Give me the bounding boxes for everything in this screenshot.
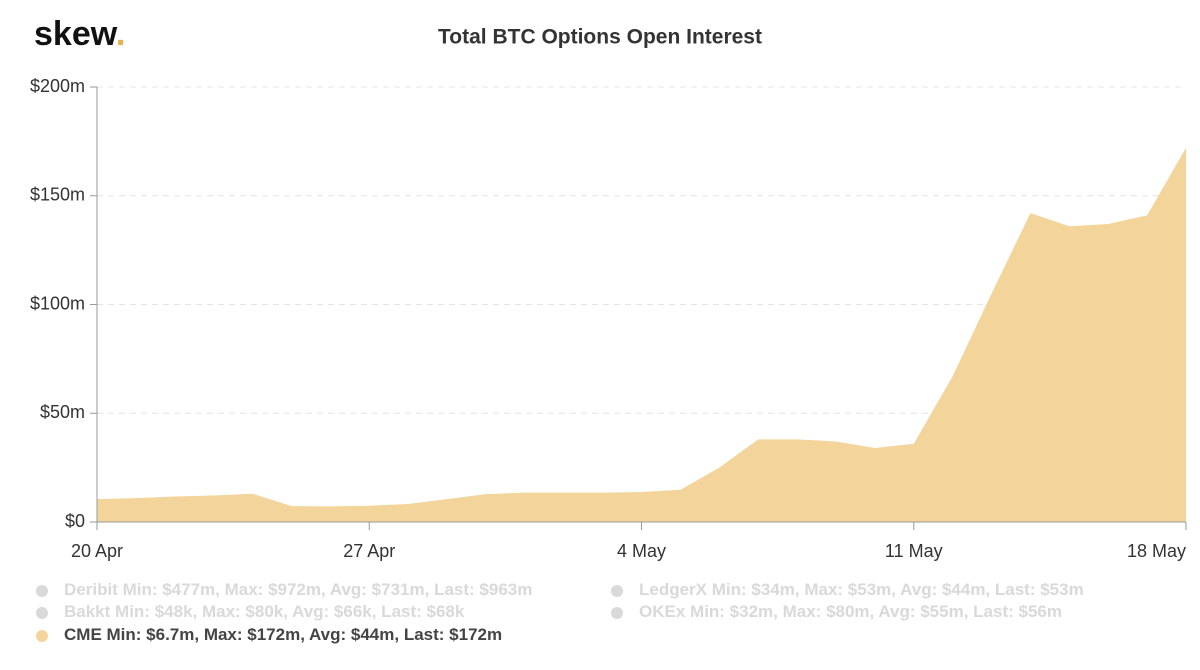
x-tick-label: 18 May [1127, 541, 1186, 561]
legend-summary: Min: $34m, Max: $53m, Avg: $44m, Last: $… [712, 580, 1084, 599]
legend-summary: Min: $32m, Max: $80m, Avg: $55m, Last: $… [690, 602, 1062, 621]
legend-summary: Min: $48k, Max: $80k, Avg: $66k, Last: $… [115, 602, 465, 621]
y-tick-label: $0 [65, 511, 85, 531]
chart-title: Total BTC Options Open Interest [438, 26, 762, 49]
legend-summary: Min: $6.7m, Max: $172m, Avg: $44m, Last:… [107, 625, 503, 644]
y-tick-label: $200m [30, 76, 85, 96]
brand: skew. [34, 15, 125, 53]
legend-name[interactable]: Bakkt [64, 602, 111, 621]
legend-entry: CME Min: $6.7m, Max: $172m, Avg: $44m, L… [64, 625, 502, 644]
area [97, 147, 1186, 522]
legend-marker [36, 607, 48, 619]
brand-name: skew [34, 15, 118, 53]
y-tick-label: $50m [40, 402, 85, 422]
legend-name[interactable]: CME [64, 625, 102, 644]
legend-marker [611, 585, 623, 597]
x-tick-label: 11 May [885, 541, 943, 561]
legend-name[interactable]: LedgerX [639, 580, 708, 599]
legend-marker [611, 607, 623, 619]
y-tick-label: $100m [30, 293, 85, 313]
x-tick-label: 4 May [617, 541, 666, 561]
legend-entry: OKEx Min: $32m, Max: $80m, Avg: $55m, La… [639, 602, 1062, 621]
brand-mark: . [116, 15, 125, 53]
legend-name[interactable]: Deribit [64, 580, 118, 599]
legend-marker [36, 630, 48, 642]
x-tick-label: 27 Apr [343, 541, 395, 561]
y-tick-label: $150m [30, 185, 85, 205]
legend-entry: LedgerX Min: $34m, Max: $53m, Avg: $44m,… [639, 580, 1084, 599]
legend-entry: Deribit Min: $477m, Max: $972m, Avg: $73… [64, 580, 532, 599]
legend-marker [36, 585, 48, 597]
legend-summary: Min: $477m, Max: $972m, Avg: $731m, Last… [123, 580, 533, 599]
x-tick-label: 20 Apr [71, 541, 123, 561]
legend-entry: Bakkt Min: $48k, Max: $80k, Avg: $66k, L… [64, 602, 465, 621]
legend-name[interactable]: OKEx [639, 602, 686, 621]
